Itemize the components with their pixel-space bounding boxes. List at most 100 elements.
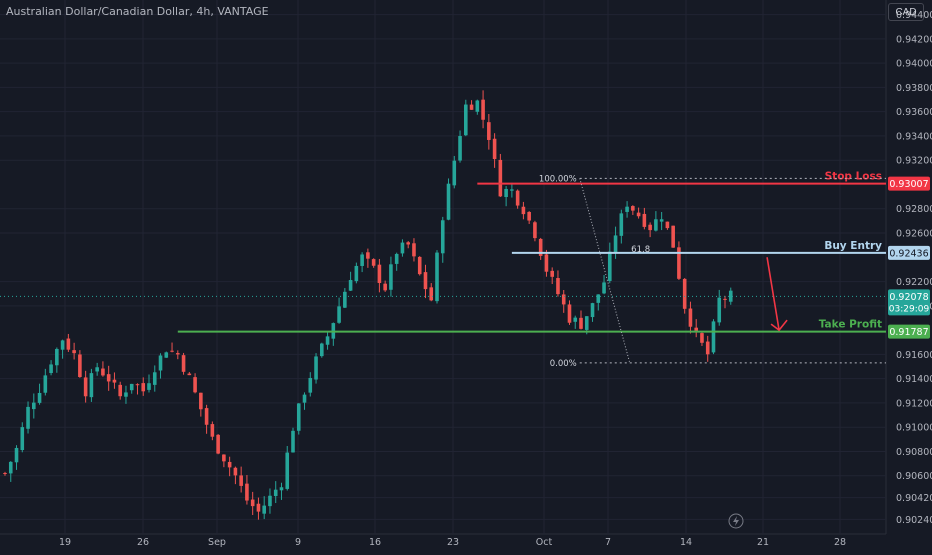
candle-body bbox=[728, 290, 733, 302]
candle-body bbox=[164, 352, 169, 358]
take-profit-label: Take Profit bbox=[819, 319, 882, 331]
candle-body bbox=[521, 206, 526, 215]
candle-body bbox=[510, 189, 514, 191]
candle-body bbox=[642, 213, 647, 227]
candle-body bbox=[302, 394, 307, 403]
x-tick-label: 7 bbox=[605, 537, 611, 548]
x-tick-label: 21 bbox=[757, 537, 769, 548]
lightning-icon bbox=[728, 513, 744, 529]
candle-body bbox=[406, 242, 410, 245]
y-tick-label: 0.90240 bbox=[896, 515, 932, 526]
candle-body bbox=[579, 317, 583, 329]
candle-body bbox=[95, 367, 99, 372]
stop-loss-price-tag bbox=[888, 176, 930, 191]
candle-body bbox=[101, 368, 105, 376]
x-tick-label: Oct bbox=[536, 537, 553, 548]
buy-entry-price: 0.92436 bbox=[889, 248, 928, 259]
currency-button[interactable]: CAD bbox=[888, 3, 924, 21]
candle-body bbox=[659, 219, 664, 222]
fib-bottom-label: 0.00% bbox=[550, 359, 577, 369]
candle-body bbox=[285, 452, 290, 489]
candle-body bbox=[250, 499, 255, 507]
candle-body bbox=[273, 489, 278, 497]
candle-body bbox=[262, 505, 266, 514]
candle-body bbox=[20, 427, 25, 451]
current-price: 0.92078 bbox=[889, 292, 928, 303]
candle-body bbox=[705, 341, 710, 355]
y-tick-label: 0.91400 bbox=[896, 374, 932, 385]
candle-body bbox=[210, 424, 215, 437]
candle-body bbox=[602, 282, 606, 294]
countdown: 03:29:09 bbox=[889, 304, 930, 314]
candle-body bbox=[3, 473, 7, 475]
lightning-glyph bbox=[733, 516, 739, 526]
x-tick-label: 16 bbox=[369, 537, 381, 548]
candle-body bbox=[625, 206, 629, 212]
buy-entry-label: Buy Entry bbox=[824, 240, 882, 252]
candle-body bbox=[325, 336, 330, 345]
candle-body bbox=[561, 294, 566, 305]
candle-body bbox=[256, 503, 261, 512]
fib-mid-label: 61.8 bbox=[631, 245, 650, 255]
candle-body bbox=[533, 222, 537, 239]
candle-body bbox=[469, 104, 474, 110]
y-tick-label: 0.92800 bbox=[896, 204, 932, 215]
candle-body bbox=[147, 383, 151, 390]
candle-body bbox=[700, 333, 704, 343]
candle-body bbox=[596, 294, 601, 303]
current-price-tag bbox=[888, 289, 930, 316]
candle-body bbox=[222, 454, 226, 462]
candle-body bbox=[608, 251, 612, 281]
candle-body bbox=[37, 392, 42, 403]
candle-body bbox=[83, 377, 88, 397]
y-tick-label: 0.90420 bbox=[896, 493, 932, 504]
candle-body bbox=[187, 373, 192, 376]
candle-body bbox=[389, 264, 393, 290]
candle-body bbox=[538, 238, 543, 256]
x-tick-label: 14 bbox=[680, 537, 692, 548]
candle-body bbox=[394, 253, 399, 264]
candle-body bbox=[204, 408, 209, 425]
candle-body bbox=[429, 287, 434, 301]
candle-body bbox=[129, 383, 134, 391]
candle-body bbox=[665, 221, 670, 229]
candle-body bbox=[354, 265, 359, 282]
candle-body bbox=[308, 377, 313, 393]
candle-body bbox=[458, 136, 462, 161]
candle-body bbox=[682, 278, 687, 309]
candle-body bbox=[544, 254, 549, 272]
candle-body bbox=[636, 212, 641, 217]
candle-body bbox=[181, 355, 186, 372]
y-tick-label: 0.92600 bbox=[896, 229, 932, 240]
candle-body bbox=[152, 372, 157, 385]
candle-body bbox=[233, 467, 238, 476]
candle-body bbox=[60, 340, 65, 350]
fib-trend-line bbox=[579, 178, 631, 364]
candle-body bbox=[118, 384, 122, 397]
candle-body bbox=[481, 99, 485, 120]
candle-body bbox=[371, 259, 376, 266]
candle-body bbox=[515, 190, 520, 206]
candle-body bbox=[717, 297, 722, 323]
candle-body bbox=[677, 247, 681, 279]
candle-body bbox=[366, 252, 370, 259]
candle-body bbox=[296, 403, 301, 431]
candle-body bbox=[475, 100, 480, 112]
candle-body bbox=[49, 364, 53, 374]
candle-body bbox=[487, 122, 491, 140]
candle-body bbox=[590, 303, 595, 318]
y-tick-label: 0.90600 bbox=[896, 471, 932, 482]
candle-body bbox=[158, 355, 163, 371]
candle-body bbox=[268, 495, 272, 507]
candle-body bbox=[66, 338, 71, 350]
y-tick-label: 0.93600 bbox=[896, 107, 932, 118]
candle-body bbox=[446, 183, 451, 220]
candle-body bbox=[723, 298, 727, 300]
candle-body bbox=[106, 374, 111, 382]
candle-body bbox=[464, 104, 468, 136]
candle-body bbox=[648, 224, 652, 231]
fib-top-label: 100.00% bbox=[539, 174, 577, 184]
candle-body bbox=[245, 483, 249, 501]
